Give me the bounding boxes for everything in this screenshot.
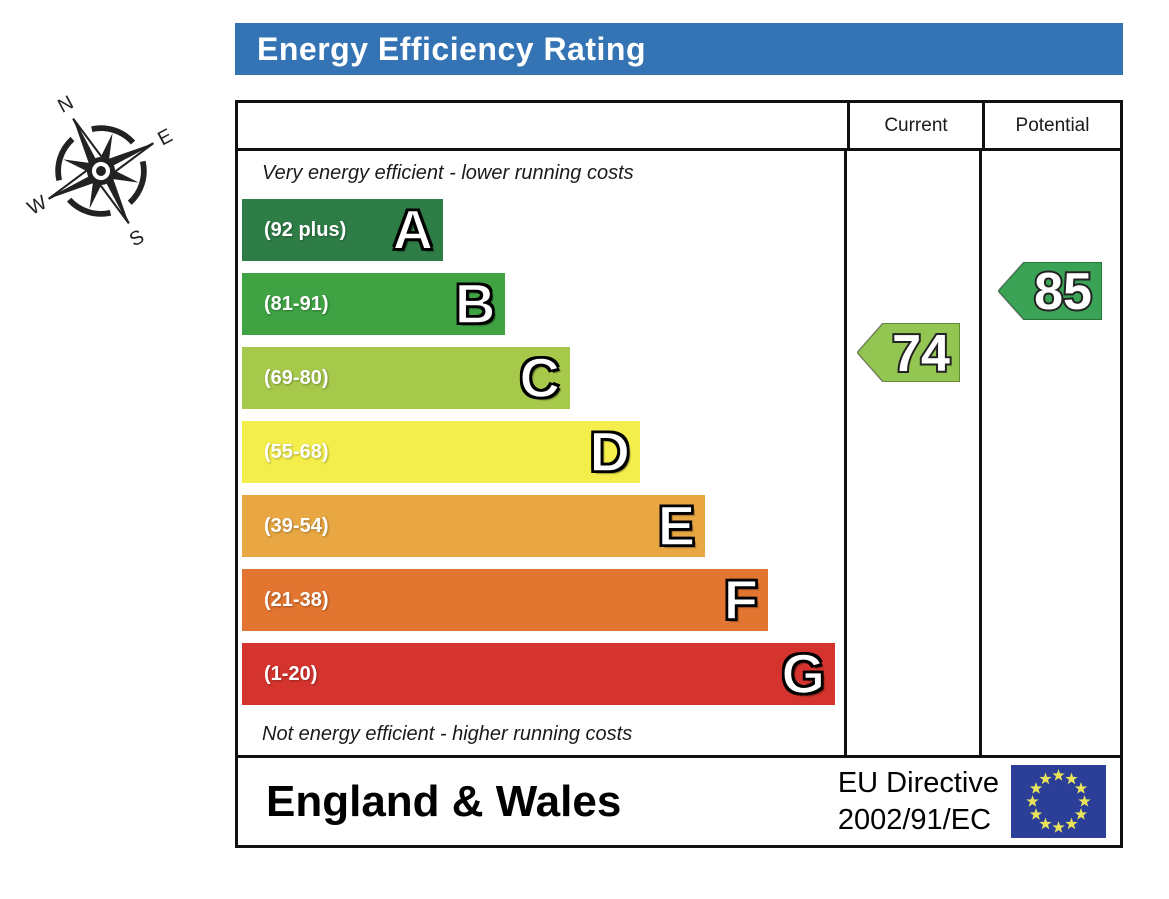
eu-star-icon xyxy=(1074,782,1088,794)
page-title: Energy Efficiency Rating xyxy=(257,30,646,67)
band-row: (55-68) D xyxy=(242,421,640,483)
band-letter: D xyxy=(589,420,631,483)
band-range-label: (1-20) xyxy=(264,662,318,685)
eu-star-icon xyxy=(1065,817,1078,830)
band-row: (21-38) F xyxy=(242,569,768,631)
eu-flag-icon xyxy=(1011,765,1106,838)
band-letter: B xyxy=(454,272,496,335)
header-potential-cell: Potential xyxy=(982,103,1120,148)
compass-rose-icon: N E S W xyxy=(24,92,176,252)
bottom-caption: Not energy efficient - higher running co… xyxy=(262,723,633,745)
band-range-label: (69-80) xyxy=(264,366,329,389)
current-column-header: Current xyxy=(884,114,948,136)
current-arrow-shape xyxy=(857,323,960,382)
potential-rating-value: 85 xyxy=(1034,263,1092,320)
band-letter: G xyxy=(781,642,826,705)
eu-star-icon xyxy=(1074,808,1088,820)
band-letter: A xyxy=(392,198,434,261)
eu-directive-line1: EU Directive xyxy=(837,767,999,800)
band-row: (92 plus) A xyxy=(242,198,444,261)
compass-label-north: N xyxy=(54,92,77,118)
potential-rating-arrow: 85 xyxy=(998,262,1102,320)
header-current-cell: Current xyxy=(847,103,982,148)
table-header-row: Current Potential xyxy=(238,103,1120,151)
chart-body: Very energy efficient - lower running co… xyxy=(238,151,1120,755)
potential-column-header: Potential xyxy=(1015,114,1090,136)
band-row: (69-80) C xyxy=(242,347,570,409)
region-label: England & Wales xyxy=(266,776,622,826)
footer-row: England & Wales EU Directive 2002/91/EC xyxy=(238,755,1120,845)
band-range-label: (39-54) xyxy=(264,514,329,537)
potential-arrow-shape xyxy=(998,262,1102,320)
band-row: (1-20) G xyxy=(242,643,835,705)
eu-star-icon xyxy=(1029,782,1043,794)
band-range-label: (55-68) xyxy=(264,440,329,463)
band-letter: C xyxy=(519,346,561,409)
current-rating-arrow: 74 xyxy=(857,323,960,382)
eu-star-icon xyxy=(1052,769,1065,781)
band-letter: E xyxy=(657,494,696,557)
eu-star-icon xyxy=(1029,808,1043,820)
band-letter: F xyxy=(723,568,759,631)
band-range-label: (81-91) xyxy=(264,292,329,315)
eu-star-icon xyxy=(1039,817,1052,830)
compass-label-west: W xyxy=(24,191,51,219)
eu-star-icon xyxy=(1078,795,1091,807)
eu-directive-label: EU Directive 2002/91/EC xyxy=(838,765,999,838)
eu-star-icon xyxy=(1065,772,1078,785)
header-bands-cell xyxy=(238,103,847,148)
compass-label-south: S xyxy=(126,226,148,252)
eu-star-icon xyxy=(1026,795,1039,807)
column-divider-potential xyxy=(979,151,982,755)
compass-label-east: E xyxy=(154,125,176,151)
band-row: (39-54) E xyxy=(242,494,706,557)
column-divider-current xyxy=(844,151,847,755)
epc-chart: Current Potential Very energy efficient … xyxy=(235,100,1123,848)
eu-stars xyxy=(1026,769,1091,833)
band-row: (81-91) B xyxy=(242,272,506,335)
compass-hub-dot xyxy=(96,166,106,176)
bands: (92 plus) A (81-91) B (69-80) C (55-68) … xyxy=(242,199,835,717)
band-range-label: (92 plus) xyxy=(264,218,347,241)
title-bar: Energy Efficiency Rating xyxy=(235,23,1123,75)
eu-directive-line2: 2002/91/EC xyxy=(837,803,992,836)
eu-star-icon xyxy=(1039,772,1052,785)
current-rating-value: 74 xyxy=(892,325,950,382)
eu-star-icon xyxy=(1052,821,1065,833)
top-caption: Very energy efficient - lower running co… xyxy=(262,162,634,184)
band-range-label: (21-38) xyxy=(264,588,329,611)
